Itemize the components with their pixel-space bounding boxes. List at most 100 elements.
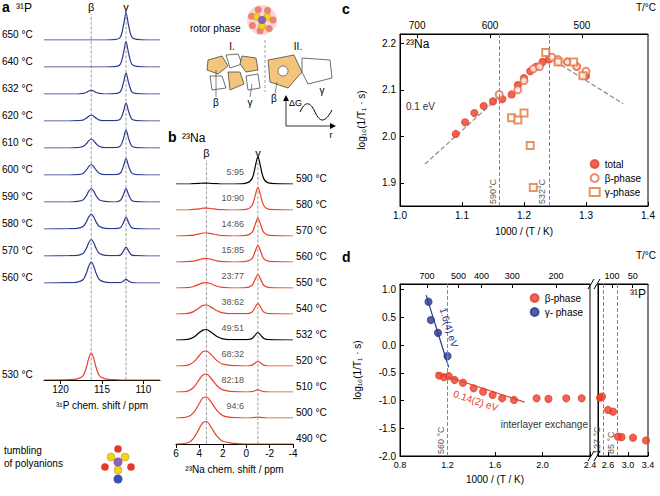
svg-text:1.9: 1.9: [382, 177, 396, 188]
svg-text:580 °C: 580 °C: [2, 218, 33, 229]
svg-text:23:77: 23:77: [221, 271, 244, 281]
svg-text:³¹P: ³¹P: [630, 287, 646, 301]
svg-text:T/°C: T/°C: [636, 2, 656, 13]
svg-text:540 °C: 540 °C: [296, 303, 327, 314]
svg-text:0.5: 0.5: [382, 312, 396, 323]
svg-text:1.2: 1.2: [441, 460, 454, 470]
svg-text:110: 110: [135, 384, 151, 395]
svg-text:γ-phase: γ-phase: [605, 187, 641, 198]
svg-text:4: 4: [197, 448, 203, 459]
svg-text:560 °C: 560 °C: [2, 272, 33, 283]
svg-text:II.: II.: [294, 41, 302, 52]
svg-text:700: 700: [420, 271, 435, 281]
svg-text:β: β: [213, 97, 219, 108]
svg-text:14:86: 14:86: [221, 219, 244, 229]
svg-text:2.6: 2.6: [602, 460, 615, 470]
svg-text:β: β: [88, 1, 94, 13]
svg-text:560 °C: 560 °C: [436, 426, 446, 454]
svg-text:0: 0: [243, 448, 249, 459]
svg-text:520 °C: 520 °C: [296, 355, 327, 366]
svg-text:β-phase: β-phase: [545, 293, 582, 304]
svg-text:T/°C: T/°C: [636, 250, 656, 261]
svg-text:β: β: [271, 93, 277, 104]
svg-text:600 °C: 600 °C: [2, 164, 33, 175]
svg-text:1.0: 1.0: [382, 284, 396, 295]
svg-text:³¹P chem. shift / ppm: ³¹P chem. shift / ppm: [56, 400, 148, 411]
svg-text:1.4: 1.4: [641, 210, 655, 221]
svg-text:127 °C: 127 °C: [592, 426, 602, 454]
svg-text:γ: γ: [320, 85, 325, 96]
svg-text:1000 / (T / K): 1000 / (T / K): [495, 226, 553, 237]
svg-text:of polyanions: of polyanions: [4, 458, 63, 469]
svg-text:500 °C: 500 °C: [296, 407, 327, 418]
svg-text:0.14(2) eV: 0.14(2) eV: [452, 388, 500, 413]
svg-text:-1.0: -1.0: [379, 395, 397, 406]
svg-text:590 °C: 590 °C: [296, 173, 327, 184]
svg-text:γ: γ: [248, 97, 253, 108]
svg-text:2: 2: [220, 448, 226, 459]
svg-text:-2: -2: [265, 448, 274, 459]
svg-text:r: r: [330, 130, 333, 140]
svg-text:510 °C: 510 °C: [296, 381, 327, 392]
svg-text:530 °C: 530 °C: [2, 369, 33, 380]
svg-text:a: a: [2, 0, 10, 15]
svg-text:²³Na: ²³Na: [406, 37, 430, 51]
svg-text:²³Na chem. shift / ppm: ²³Na chem. shift / ppm: [185, 464, 283, 475]
svg-text:85 °C: 85 °C: [606, 431, 616, 454]
svg-text:0.1 eV: 0.1 eV: [406, 101, 435, 112]
svg-text:560 °C: 560 °C: [296, 251, 327, 262]
svg-text:β-phase: β-phase: [605, 173, 642, 184]
svg-text:2.0: 2.0: [536, 460, 549, 470]
svg-text:log₁₀(1/T₁ · s): log₁₀(1/T₁ · s): [352, 340, 363, 399]
svg-text:82:18: 82:18: [221, 375, 244, 385]
svg-text:log₁₀(1/T₁ · s): log₁₀(1/T₁ · s): [356, 90, 367, 149]
svg-text:620 °C: 620 °C: [2, 110, 33, 121]
svg-text:300: 300: [505, 271, 520, 281]
svg-text:10:90: 10:90: [221, 193, 244, 203]
svg-text:68:32: 68:32: [221, 349, 244, 359]
svg-text:500: 500: [574, 20, 591, 31]
svg-text:700: 700: [409, 20, 426, 31]
svg-text:γ: γ: [123, 1, 129, 13]
svg-text:50: 50: [628, 271, 638, 281]
svg-text:1000 / (T / K): 1000 / (T / K): [466, 474, 524, 485]
svg-text:650 °C: 650 °C: [2, 29, 33, 40]
svg-text:total: total: [605, 159, 624, 170]
svg-text:120: 120: [52, 384, 69, 395]
svg-text:1.6(4) eV: 1.6(4) eV: [437, 306, 460, 349]
svg-text:β: β: [203, 147, 209, 159]
svg-text:c: c: [342, 1, 350, 17]
svg-text:d: d: [342, 249, 351, 265]
svg-text:3.4: 3.4: [642, 460, 655, 470]
svg-text:³¹P: ³¹P: [16, 1, 32, 15]
svg-text:3.0: 3.0: [622, 460, 635, 470]
svg-text:590°C: 590°C: [488, 178, 498, 204]
svg-text:6: 6: [173, 448, 179, 459]
svg-text:580 °C: 580 °C: [296, 199, 327, 210]
svg-text:1.1: 1.1: [455, 210, 469, 221]
svg-text:-4: -4: [289, 448, 298, 459]
svg-text:490 °C: 490 °C: [296, 433, 327, 444]
svg-text:tumbling: tumbling: [4, 445, 42, 456]
svg-text:600: 600: [482, 20, 499, 31]
svg-text:b: b: [168, 130, 177, 145]
svg-text:570 °C: 570 °C: [2, 245, 33, 256]
svg-text:38:62: 38:62: [221, 297, 244, 307]
svg-text:interlayer exchange: interlayer exchange: [501, 419, 589, 430]
svg-text:2.0: 2.0: [382, 131, 396, 142]
svg-text:0.8: 0.8: [394, 460, 407, 470]
svg-text:1.3: 1.3: [579, 210, 593, 221]
svg-text:-1.5: -1.5: [379, 423, 397, 434]
svg-text:610 °C: 610 °C: [2, 137, 33, 148]
svg-text:5:95: 5:95: [226, 167, 244, 177]
svg-text:γ- phase: γ- phase: [545, 307, 584, 318]
svg-text:632 °C: 632 °C: [2, 83, 33, 94]
svg-text:1.2: 1.2: [517, 210, 531, 221]
svg-text:532 °C: 532 °C: [296, 329, 327, 340]
svg-text:570 °C: 570 °C: [296, 225, 327, 236]
svg-text:532°C: 532°C: [537, 178, 547, 204]
svg-text:1.6: 1.6: [489, 460, 502, 470]
svg-text:15:85: 15:85: [221, 245, 244, 255]
svg-text:ΔG: ΔG: [289, 98, 302, 108]
svg-text:0.0: 0.0: [382, 340, 396, 351]
